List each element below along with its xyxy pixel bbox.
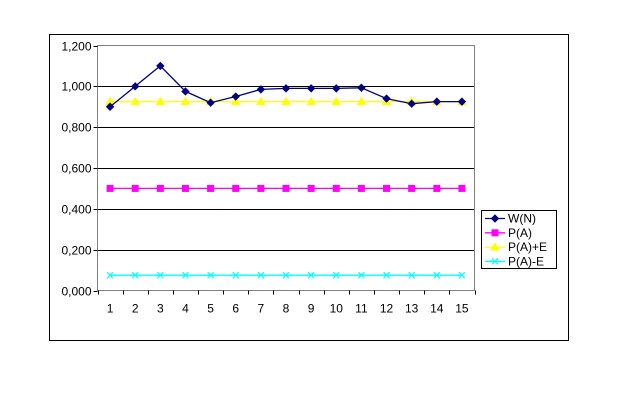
series-W(N) [105, 61, 467, 111]
data-point [156, 271, 164, 279]
data-point [230, 96, 241, 106]
legend-marker [490, 214, 500, 223]
data-point [206, 98, 215, 107]
data-point [356, 96, 367, 106]
x-tick-label: 5 [207, 302, 214, 316]
y-tick-label: 1,200 [61, 40, 91, 54]
data-point [433, 271, 441, 279]
data-point [105, 102, 115, 111]
y-tick-label: 1,000 [61, 80, 91, 94]
data-point [207, 271, 215, 279]
series-P(A) [106, 184, 466, 192]
x-tick-label: 14 [430, 302, 444, 316]
data-point [232, 271, 240, 279]
data-point [281, 96, 291, 106]
series [105, 61, 467, 279]
data-point [207, 184, 215, 192]
data-point [383, 271, 390, 279]
data-point [231, 92, 240, 101]
y-tick-label: 0,800 [61, 121, 91, 135]
x-tick-label: 11 [355, 302, 368, 316]
x-tick-label: 10 [330, 302, 344, 316]
data-point [458, 184, 466, 192]
x-tick-label: 6 [232, 302, 239, 316]
data-point [256, 96, 266, 106]
data-point [331, 96, 342, 106]
x-tick-label: 15 [455, 302, 469, 316]
data-point [130, 96, 141, 106]
series-P(A)-E [106, 271, 466, 279]
data-point [332, 271, 340, 279]
data-point [181, 184, 189, 192]
x-tick-label: 2 [132, 302, 139, 316]
data-point [382, 94, 391, 103]
data-point [257, 184, 265, 192]
data-point [357, 83, 366, 92]
x-tick-label: 4 [182, 302, 189, 316]
data-point [155, 96, 166, 106]
data-point [181, 87, 190, 96]
legend: W(N)P(A)P(A)+EP(A)-E [481, 210, 557, 269]
data-point [407, 99, 416, 108]
legend-label: W(N) [508, 212, 536, 226]
data-point [156, 184, 164, 192]
data-point [408, 184, 416, 192]
data-point [357, 184, 365, 192]
x-tick-label: 13 [405, 302, 419, 316]
x-tick-label: 12 [380, 302, 394, 316]
data-point [256, 85, 266, 94]
data-point [433, 184, 441, 192]
legend-label: P(A)-E [508, 254, 544, 268]
data-point [281, 84, 291, 93]
y-tick-label: 0,600 [61, 162, 91, 176]
data-point [307, 271, 315, 279]
data-point [106, 271, 114, 279]
data-point [130, 82, 140, 91]
x-tick-label: 8 [283, 302, 290, 316]
data-point [408, 271, 416, 279]
data-point [357, 271, 365, 279]
legend-marker [491, 257, 499, 265]
data-point [432, 97, 442, 106]
x-tick-label: 3 [157, 302, 164, 316]
data-point [307, 184, 315, 192]
data-point [332, 84, 341, 93]
legend-label: P(A) [508, 226, 532, 240]
x-tick-label: 1 [107, 302, 114, 316]
data-point [332, 184, 340, 192]
data-point [257, 271, 265, 279]
data-point [306, 96, 316, 106]
data-point [182, 271, 189, 279]
y-tick-label: 0,200 [61, 244, 91, 258]
data-point [458, 271, 466, 279]
x-tick-label: 7 [258, 302, 265, 316]
data-point [306, 84, 316, 93]
data-point [383, 184, 391, 192]
y-tick-label: 0,400 [61, 203, 91, 217]
legend-marker [490, 242, 500, 251]
data-point [180, 96, 191, 106]
data-point [131, 184, 139, 192]
y-tick-label: 0,000 [61, 285, 91, 299]
x-tick-label: 9 [308, 302, 315, 316]
data-point [106, 184, 114, 192]
legend-marker [491, 229, 499, 237]
data-point [282, 184, 290, 192]
data-point [156, 61, 165, 71]
data-point [457, 97, 467, 106]
data-point [282, 271, 290, 279]
legend-label: P(A)+E [508, 240, 547, 254]
data-point [232, 184, 240, 192]
data-point [131, 271, 139, 279]
